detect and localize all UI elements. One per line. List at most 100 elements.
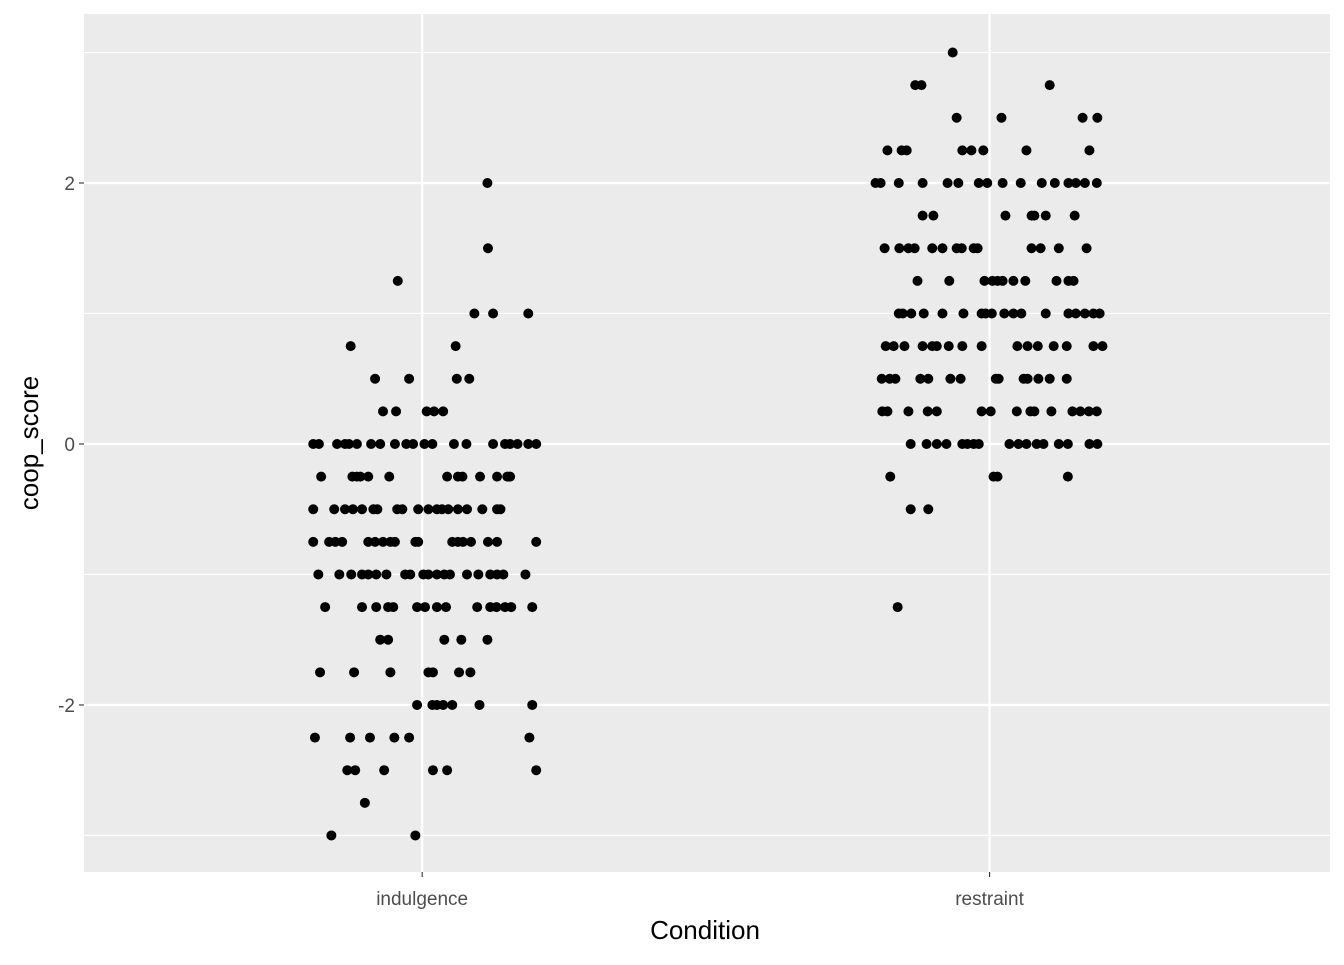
data-point-restraint [909,243,920,254]
data-point-restraint [1029,406,1040,417]
data-point-restraint [953,177,964,188]
data-point-indulgence [370,536,381,547]
data-point-indulgence [473,569,484,580]
data-point-restraint [1040,308,1051,319]
data-point-restraint [892,602,903,613]
data-point-indulgence [423,569,434,580]
data-point-restraint [916,80,927,91]
data-point-indulgence [492,471,503,482]
data-point-indulgence [372,504,383,515]
y-axis-title: coop_score [14,376,44,510]
data-point-restraint [917,210,928,221]
data-point-indulgence [389,438,400,449]
data-point-restraint [937,243,948,254]
data-point-restraint [1026,243,1037,254]
data-point-indulgence [357,504,368,515]
data-point-restraint [915,373,926,384]
data-point-restraint [997,177,1008,188]
data-point-indulgence [397,504,408,515]
data-point-restraint [885,471,896,482]
data-point-restraint [957,145,968,156]
data-point-indulgence [308,504,319,515]
data-point-restraint [928,210,939,221]
data-point-restraint [1061,373,1072,384]
data-point-indulgence [505,471,516,482]
data-point-indulgence [355,471,366,482]
data-point-indulgence [438,699,449,710]
data-point-restraint [973,177,984,188]
data-point-indulgence [495,504,506,515]
data-point-indulgence [431,569,442,580]
data-point-indulgence [366,438,377,449]
data-point-restraint [1038,438,1049,449]
y-tick-label: 2 [64,174,75,195]
data-point-indulgence [461,438,472,449]
data-point-indulgence [531,536,542,547]
y-tick-label: -2 [58,696,75,717]
data-point-restraint [1033,373,1044,384]
data-point-restraint [999,308,1010,319]
data-point-restraint [890,373,901,384]
data-point-restraint [1083,406,1094,417]
data-point-indulgence [326,830,337,841]
minor-gridlines [84,51,1330,837]
data-point-indulgence [363,471,374,482]
data-point-restraint [1021,145,1032,156]
data-point-restraint [923,373,934,384]
data-point-restraint [1044,80,1055,91]
x-axis-title: Condition [650,915,760,945]
data-point-indulgence [413,536,424,547]
data-point-indulgence [320,602,331,613]
data-point-indulgence [527,699,538,710]
data-point-indulgence [474,699,485,710]
data-point-indulgence [379,765,390,776]
data-point-restraint [997,275,1008,286]
data-point-indulgence [429,406,440,417]
data-point-restraint [1040,210,1051,221]
data-point-restraint [905,504,916,515]
data-point-restraint [880,341,891,352]
major-gridlines [84,14,1330,872]
data-point-restraint [876,373,887,384]
data-point-restraint [993,373,1004,384]
data-point-restraint [931,341,942,352]
data-point-restraint [927,243,938,254]
data-point-restraint [1022,373,1033,384]
data-point-restraint [893,177,904,188]
data-point-restraint [966,145,977,156]
data-point-restraint [888,341,899,352]
data-point-restraint [1075,406,1086,417]
data-point-restraint [1035,243,1046,254]
data-point-indulgence [498,569,509,580]
data-point-restraint [894,243,905,254]
data-point-restraint [921,438,932,449]
data-point-restraint [956,243,967,254]
data-point-restraint [1097,341,1108,352]
data-point-indulgence [482,177,493,188]
data-point-restraint [1091,406,1102,417]
data-point-indulgence [492,536,503,547]
data-point-indulgence [412,602,423,613]
data-point-indulgence [472,602,483,613]
data-point-restraint [979,275,990,286]
data-point-restraint [879,243,890,254]
data-point-indulgence [506,602,517,613]
data-point-indulgence [461,504,472,515]
x-axis: indulgence restraint [376,872,1025,910]
data-point-indulgence [313,438,324,449]
data-point-indulgence [359,797,370,808]
data-point-indulgence [404,373,415,384]
data-point-indulgence [482,536,493,547]
data-point-indulgence [469,308,480,319]
data-point-restraint [899,341,910,352]
data-point-restraint [1051,275,1062,286]
data-point-restraint [1063,308,1074,319]
data-point-indulgence [315,667,326,678]
data-point-indulgence [357,602,368,613]
data-point-restraint [996,112,1007,123]
data-point-restraint [1008,308,1019,319]
data-point-restraint [882,406,893,417]
data-point-indulgence [439,634,450,645]
data-point-indulgence [531,765,542,776]
data-point-restraint [1020,275,1031,286]
